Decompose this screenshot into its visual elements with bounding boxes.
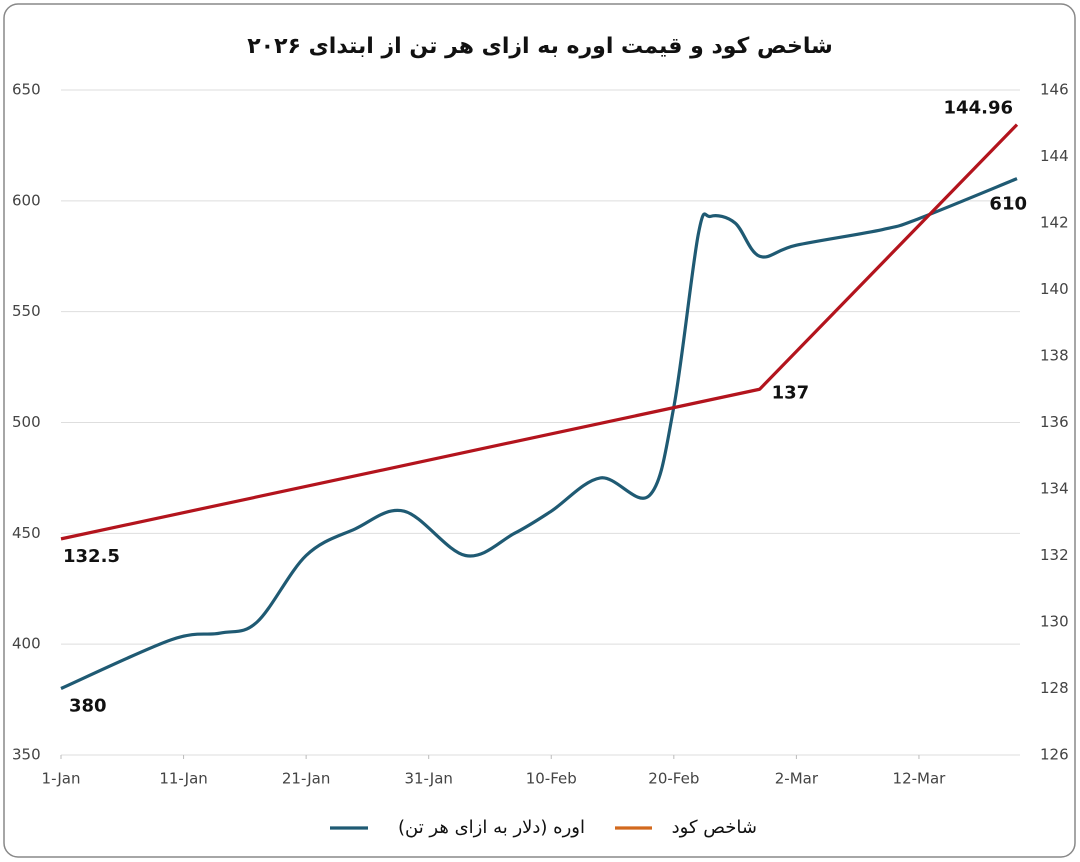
x-tick-label: 21-Jan bbox=[282, 770, 330, 788]
data-label: 380 bbox=[69, 696, 107, 717]
series-line bbox=[60, 177, 1018, 690]
y2-tick-label: 138 bbox=[1040, 347, 1069, 365]
legend-label: شاخص کود bbox=[672, 817, 757, 838]
y-tick-label: 350 bbox=[12, 746, 41, 764]
legend-label: اوره (دلار به ازای هر تن) bbox=[398, 817, 585, 838]
y2-tick-label: 132 bbox=[1040, 546, 1069, 564]
data-label: 144.96 bbox=[944, 98, 1013, 119]
y2-tick-label: 126 bbox=[1040, 746, 1069, 764]
data-label: 132.5 bbox=[63, 546, 120, 567]
y2-tick-label: 146 bbox=[1040, 81, 1069, 99]
y2-tick-label: 144 bbox=[1040, 147, 1069, 165]
x-tick-label: 1-Jan bbox=[42, 770, 81, 788]
y2-tick-label: 128 bbox=[1040, 679, 1069, 697]
y2-tick-label: 136 bbox=[1040, 413, 1069, 431]
x-tick-label: 10-Feb bbox=[526, 770, 577, 788]
y-tick-label: 650 bbox=[12, 81, 41, 99]
chart-title: شاخص کود و قیمت اوره به ازای هر تن از اب… bbox=[247, 34, 833, 59]
series-line bbox=[60, 123, 1019, 541]
frame bbox=[3, 3, 1076, 858]
data-label: 137 bbox=[772, 382, 810, 403]
x-tick-label: 11-Jan bbox=[159, 770, 207, 788]
y2-tick-label: 130 bbox=[1040, 613, 1069, 631]
y2-tick-label: 134 bbox=[1040, 480, 1069, 498]
y-tick-label: 400 bbox=[12, 635, 41, 653]
y2-tick-label: 142 bbox=[1040, 214, 1069, 232]
x-tick-label: 31-Jan bbox=[404, 770, 452, 788]
x-tick-label: 2-Mar bbox=[775, 770, 819, 788]
data-label: 610 bbox=[989, 194, 1027, 215]
y2-tick-label: 140 bbox=[1040, 280, 1069, 298]
x-tick-label: 12-Mar bbox=[893, 770, 947, 788]
y-tick-label: 550 bbox=[12, 302, 41, 320]
y-tick-label: 600 bbox=[12, 191, 41, 209]
x-tick-label: 20-Feb bbox=[648, 770, 699, 788]
y-tick-label: 450 bbox=[12, 524, 41, 542]
y-tick-label: 500 bbox=[12, 413, 41, 431]
